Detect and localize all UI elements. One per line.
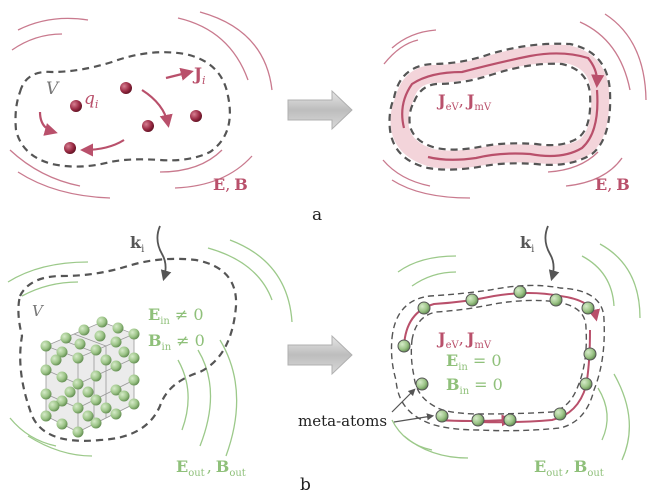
b-in-label-left: Bin ≠ 0 — [148, 331, 205, 353]
incident-wave-arrow-left — [156, 225, 172, 282]
field-label-eb-a-left: E, B — [213, 175, 248, 194]
field-out-label-right: Eout, Bout — [534, 457, 604, 479]
outer-boundary-b — [390, 284, 605, 432]
charge-particle — [190, 110, 202, 122]
k-label-left: ki — [130, 233, 144, 255]
surface-current-b-upper — [403, 292, 601, 347]
panel-b-left: ki V — [7, 225, 293, 479]
svg-text:qi: qi — [84, 89, 98, 111]
volume-boundary — [14, 51, 231, 168]
e-in-label-right: Ein = 0 — [446, 351, 502, 373]
meta-atoms-pointers — [391, 388, 435, 423]
surface-current-label: JeV, JmV — [436, 91, 492, 113]
transition-arrow-b — [287, 334, 353, 376]
panel-label-b: b — [300, 475, 311, 495]
field-out-label-left: Eout, Bout — [176, 457, 246, 479]
inner-boundary-b — [410, 299, 588, 415]
meta-atoms-ring — [397, 285, 597, 427]
charge-label-q: qi — [84, 89, 98, 111]
panel-label-a: a — [312, 205, 322, 225]
volume-boundary-b — [17, 257, 238, 442]
field-lines-a-left — [9, 11, 273, 199]
metamaterial-lattice — [40, 316, 140, 438]
k-label-right: ki — [520, 233, 534, 255]
surface-current-path-lower — [427, 89, 599, 161]
field-label-eb-a-right: E, B — [595, 175, 630, 194]
field-lines-b-left — [7, 239, 293, 457]
panel-b-right: ki JeV, JmV Ein = 0 Bin = 0 meta-atoms — [298, 225, 641, 479]
volume-label-b: V — [32, 302, 45, 320]
incident-wave-arrow-right — [544, 225, 560, 282]
panel-a-right: JeV, JmV E, B — [382, 13, 647, 199]
charge-particle — [70, 100, 82, 112]
charge-particle — [142, 120, 154, 132]
inner-boundary — [408, 62, 592, 151]
surface-current-label-b: JeV, JmV — [436, 329, 492, 351]
current-label: Ji — [192, 65, 206, 87]
surface-current-path — [401, 52, 605, 129]
field-lines-b-right — [391, 243, 641, 461]
volume-label: V — [46, 79, 60, 99]
lattice-atoms — [40, 316, 140, 438]
outer-boundary — [388, 42, 612, 171]
current-arrows — [38, 67, 194, 157]
charge-particle — [64, 142, 76, 154]
b-in-label-right: Bin = 0 — [446, 375, 503, 397]
transition-arrow-a — [287, 89, 353, 131]
field-lines-a-right — [382, 13, 647, 199]
e-in-label-left: Ein ≠ 0 — [148, 305, 204, 327]
panel-a-left: V qi Ji E, B — [9, 11, 273, 199]
meta-atoms-label: meta-atoms — [298, 412, 387, 430]
charge-particle — [120, 82, 132, 94]
